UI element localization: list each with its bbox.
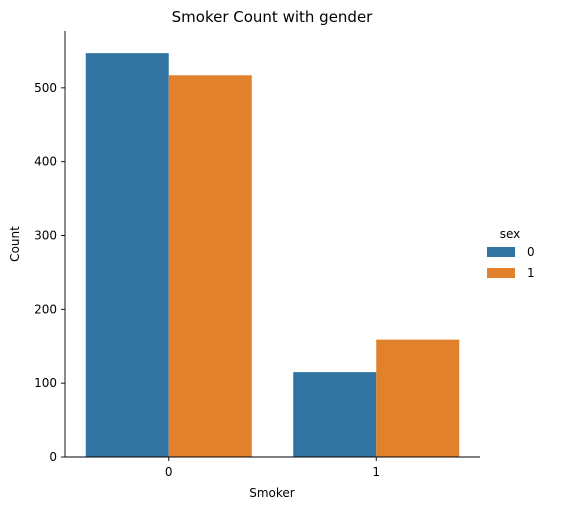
chart-title: Smoker Count with gender	[172, 8, 374, 26]
y-tick-label: 400	[34, 155, 57, 169]
legend-swatch-sex-1	[487, 268, 515, 278]
y-axis-label: Count	[8, 226, 22, 262]
legend-label-sex-1: 1	[527, 266, 535, 280]
bar-smoker-1-sex-1	[376, 339, 460, 457]
x-tick-label: 0	[165, 465, 173, 479]
bar-smoker-1-sex-0	[293, 372, 377, 457]
y-tick-label: 200	[34, 302, 57, 316]
y-ticks-group: 0 100 200 300 400 500	[34, 81, 65, 464]
bar-smoker-0-sex-0	[85, 53, 169, 457]
y-tick-label: 300	[34, 229, 57, 243]
x-axis-label: Smoker	[249, 486, 295, 500]
x-tick-label: 1	[372, 465, 380, 479]
legend-label-sex-0: 0	[527, 245, 535, 259]
legend: sex 0 1	[487, 227, 535, 280]
y-tick-label: 0	[49, 450, 57, 464]
legend-swatch-sex-0	[487, 247, 515, 257]
y-tick-label: 100	[34, 376, 57, 390]
y-tick-label: 500	[34, 81, 57, 95]
bar-smoker-0-sex-1	[168, 75, 252, 457]
legend-title: sex	[500, 227, 521, 241]
bars-group	[85, 53, 460, 457]
